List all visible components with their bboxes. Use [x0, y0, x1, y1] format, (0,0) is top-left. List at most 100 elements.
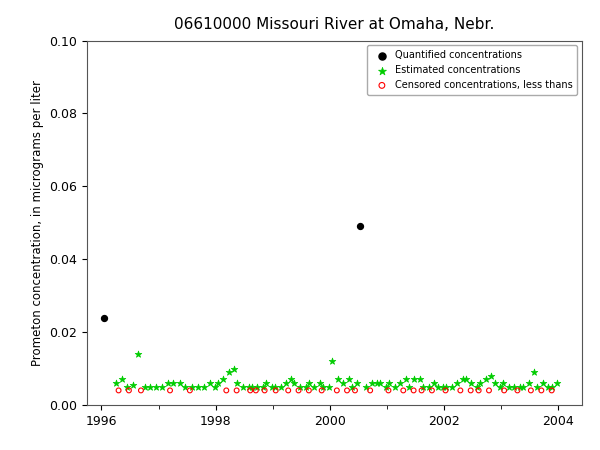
- Estimated concentrations: [367, 379, 377, 387]
- Censored concentrations, less thans: [304, 387, 314, 394]
- Censored concentrations, less thans: [547, 387, 556, 394]
- Estimated concentrations: [267, 383, 277, 391]
- Estimated concentrations: [475, 379, 485, 387]
- Estimated concentrations: [376, 379, 385, 387]
- Estimated concentrations: [213, 379, 223, 387]
- Estimated concentrations: [524, 379, 533, 387]
- Estimated concentrations: [175, 379, 184, 387]
- Estimated concentrations: [193, 383, 203, 391]
- Estimated concentrations: [253, 383, 262, 391]
- Estimated concentrations: [199, 383, 209, 391]
- Censored concentrations, less thans: [484, 387, 494, 394]
- Censored concentrations, less thans: [245, 387, 255, 394]
- Estimated concentrations: [140, 383, 149, 391]
- Estimated concentrations: [515, 383, 524, 391]
- Estimated concentrations: [146, 383, 155, 391]
- Estimated concentrations: [424, 383, 434, 391]
- Estimated concentrations: [472, 383, 482, 391]
- Estimated concentrations: [418, 383, 428, 391]
- Estimated concentrations: [442, 383, 451, 391]
- Censored concentrations, less thans: [185, 387, 194, 394]
- Censored concentrations, less thans: [466, 387, 475, 394]
- Estimated concentrations: [258, 383, 268, 391]
- Estimated concentrations: [128, 381, 137, 388]
- Y-axis label: Prometon concentration, in micrograms per liter: Prometon concentration, in micrograms pe…: [31, 80, 44, 366]
- Estimated concentrations: [415, 376, 425, 383]
- Estimated concentrations: [233, 379, 242, 387]
- Estimated concentrations: [319, 383, 328, 391]
- Censored concentrations, less thans: [526, 387, 536, 394]
- Estimated concentrations: [395, 379, 405, 387]
- Estimated concentrations: [117, 376, 127, 383]
- Censored concentrations, less thans: [427, 387, 437, 394]
- Estimated concentrations: [270, 383, 280, 391]
- Censored concentrations, less thans: [271, 387, 281, 394]
- Estimated concentrations: [163, 379, 172, 387]
- Censored concentrations, less thans: [332, 387, 341, 394]
- Censored concentrations, less thans: [512, 387, 522, 394]
- Estimated concentrations: [433, 383, 442, 391]
- Estimated concentrations: [169, 379, 178, 387]
- Censored concentrations, less thans: [251, 387, 260, 394]
- Estimated concentrations: [385, 379, 394, 387]
- Estimated concentrations: [495, 383, 505, 391]
- Estimated concentrations: [301, 383, 310, 391]
- Estimated concentrations: [490, 379, 499, 387]
- Estimated concentrations: [344, 376, 353, 383]
- Estimated concentrations: [238, 383, 248, 391]
- Estimated concentrations: [404, 383, 413, 391]
- Censored concentrations, less thans: [136, 387, 146, 394]
- Estimated concentrations: [438, 383, 448, 391]
- Estimated concentrations: [111, 379, 121, 387]
- Estimated concentrations: [504, 383, 514, 391]
- Censored concentrations, less thans: [398, 387, 408, 394]
- Estimated concentrations: [361, 383, 371, 391]
- Estimated concentrations: [247, 383, 257, 391]
- Censored concentrations, less thans: [317, 387, 326, 394]
- Estimated concentrations: [218, 376, 228, 383]
- Censored concentrations, less thans: [221, 387, 231, 394]
- Estimated concentrations: [315, 379, 325, 387]
- Estimated concentrations: [458, 376, 467, 383]
- Estimated concentrations: [187, 383, 197, 391]
- Censored concentrations, less thans: [124, 387, 134, 394]
- Estimated concentrations: [544, 383, 553, 391]
- Estimated concentrations: [373, 379, 382, 387]
- Censored concentrations, less thans: [260, 387, 269, 394]
- Censored concentrations, less thans: [417, 387, 427, 394]
- Estimated concentrations: [401, 376, 410, 383]
- Estimated concentrations: [390, 383, 400, 391]
- Estimated concentrations: [381, 383, 391, 391]
- Censored concentrations, less thans: [350, 387, 360, 394]
- Estimated concentrations: [122, 383, 132, 391]
- Estimated concentrations: [134, 351, 143, 358]
- Quantified concentrations: [99, 314, 109, 321]
- Censored concentrations, less thans: [499, 387, 509, 394]
- Estimated concentrations: [499, 379, 508, 387]
- Estimated concentrations: [338, 379, 348, 387]
- Estimated concentrations: [461, 376, 470, 383]
- Estimated concentrations: [532, 383, 542, 391]
- Estimated concentrations: [333, 376, 343, 383]
- Censored concentrations, less thans: [441, 387, 451, 394]
- Censored concentrations, less thans: [232, 387, 241, 394]
- Estimated concentrations: [262, 379, 271, 387]
- Estimated concentrations: [205, 379, 215, 387]
- Estimated concentrations: [353, 379, 362, 387]
- Censored concentrations, less thans: [536, 387, 546, 394]
- Estimated concentrations: [211, 383, 220, 391]
- Estimated concentrations: [410, 376, 419, 383]
- Estimated concentrations: [547, 383, 556, 391]
- Title: 06610000 Missouri River at Omaha, Nebr.: 06610000 Missouri River at Omaha, Nebr.: [175, 18, 494, 32]
- Estimated concentrations: [509, 383, 519, 391]
- Censored concentrations, less thans: [409, 387, 418, 394]
- Estimated concentrations: [151, 383, 161, 391]
- Estimated concentrations: [276, 383, 286, 391]
- Estimated concentrations: [295, 383, 305, 391]
- Censored concentrations, less thans: [383, 387, 393, 394]
- Estimated concentrations: [447, 383, 457, 391]
- Censored concentrations, less thans: [165, 387, 175, 394]
- Censored concentrations, less thans: [342, 387, 352, 394]
- Censored concentrations, less thans: [114, 387, 124, 394]
- Estimated concentrations: [518, 383, 528, 391]
